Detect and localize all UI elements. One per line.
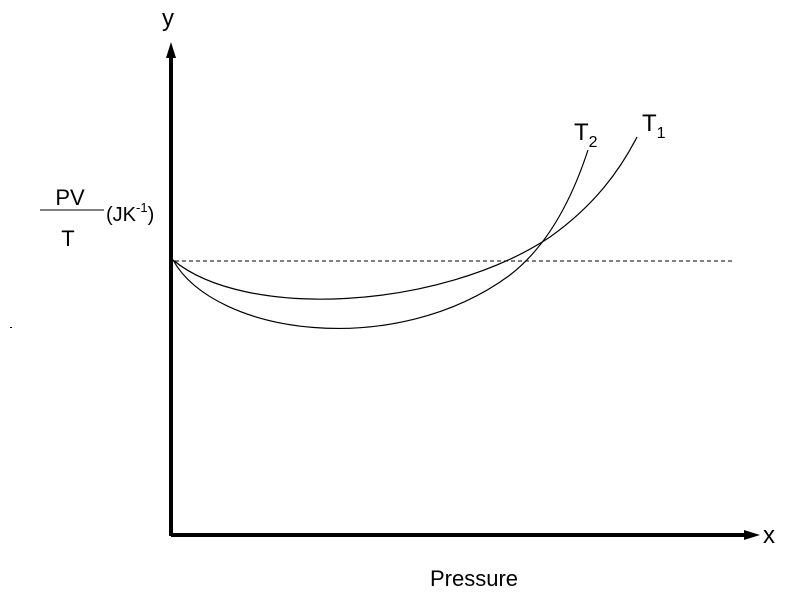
y-axis-unit-sup: -1 xyxy=(136,200,148,215)
x-axis-title: Pressure xyxy=(430,566,518,591)
y-axis-denominator: T xyxy=(61,226,74,251)
x-axis-arrowhead xyxy=(744,530,760,540)
curve-t1-name: T xyxy=(642,110,657,137)
y-axis-unit: (JK-1) xyxy=(106,200,154,226)
curve-t2-subscript: 2 xyxy=(589,134,598,151)
x-axis-letter: x xyxy=(763,522,775,549)
curve-t2-label: T2 xyxy=(574,119,598,151)
y-axis-letter: y xyxy=(162,5,174,32)
y-axis-unit-suffix: ) xyxy=(148,204,155,226)
stray-mark xyxy=(10,327,12,328)
curve-t2-name: T xyxy=(574,119,589,146)
curve-t1-subscript: 1 xyxy=(657,125,666,142)
curve-t1 xyxy=(172,136,638,300)
y-axis-unit-prefix: (JK xyxy=(106,204,137,226)
curve-t2 xyxy=(172,149,589,329)
curve-t1-label: T1 xyxy=(642,110,666,142)
y-axis-numerator: PV xyxy=(55,185,85,210)
y-axis-arrowhead xyxy=(166,42,176,58)
